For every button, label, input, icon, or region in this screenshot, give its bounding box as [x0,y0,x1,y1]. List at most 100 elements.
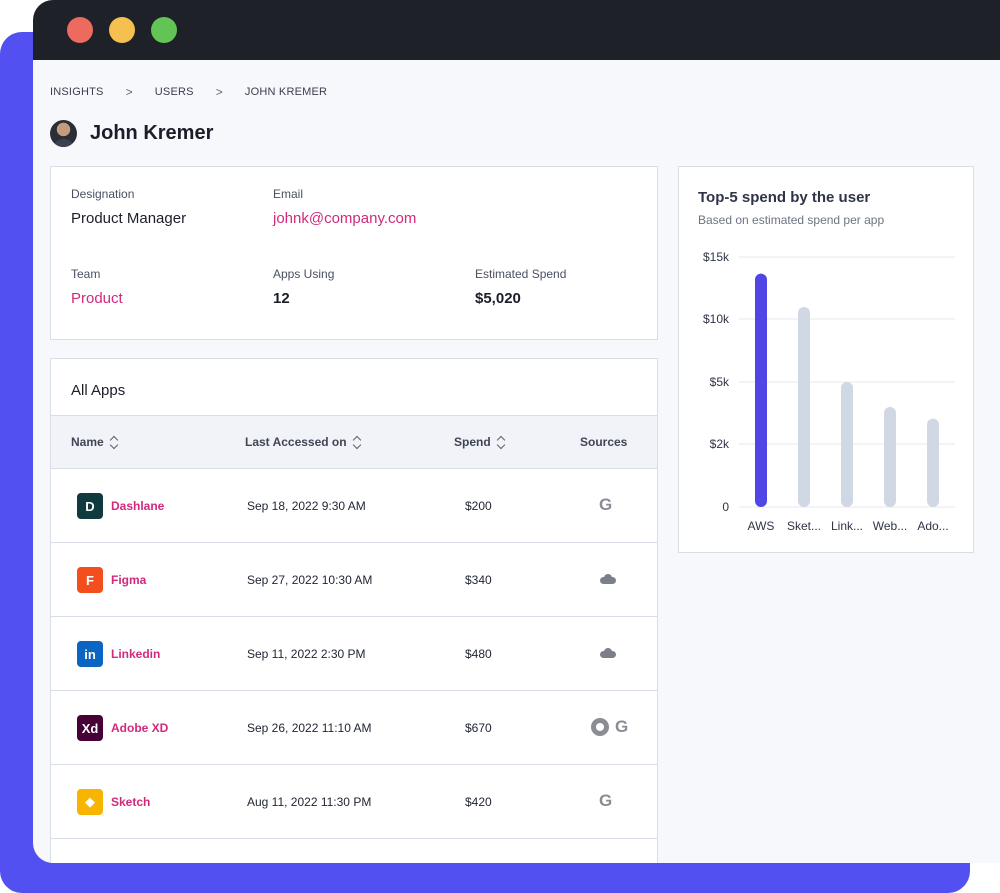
breadcrumb-users[interactable]: USERS [154,86,194,98]
app-cell[interactable]: F Figma [77,567,146,593]
breadcrumb-separator: > [215,85,223,99]
bar-sket[interactable] [798,307,810,507]
designation-field: Designation Product Manager [71,187,186,227]
maximize-window-button[interactable] [151,17,177,43]
app-window: INSIGHTS > USERS > JOHN KREMER John Krem… [33,0,1000,863]
column-name-label: Name [71,435,104,449]
app-name-link[interactable]: Sketch [111,795,151,809]
app-name-link[interactable]: Figma [111,573,147,587]
breadcrumb-insights[interactable]: INSIGHTS [50,86,104,98]
x-tick-label: Ado... [917,519,948,533]
app-logo-icon: Xd [77,715,103,741]
estimated-spend-value: $5,020 [475,290,521,307]
breadcrumb-current: JOHN KREMER [244,86,328,98]
y-tick-label: $15k [703,250,730,264]
bar-chart: 0 $2k $5k $10k $15k AWS Sket... Link... Web... Ad… [703,250,955,533]
chrome-icon [591,718,609,736]
page-title: John Kremer [90,122,214,144]
sources-cell [599,643,617,658]
team-link[interactable]: Product [71,290,123,307]
app-logo-icon: in [77,641,103,667]
estimated-spend-label: Estimated Spend [475,267,567,281]
x-tick-label: Link... [831,519,863,533]
spend-cell: $420 [465,795,492,809]
spend-cell: $480 [465,647,492,661]
last-accessed-cell: Aug 11, 2022 11:30 PM [247,795,372,809]
all-apps-card: All Apps Name Last Accessed on Spend Sou… [50,358,658,863]
bar-web[interactable] [884,407,896,507]
sources-cell [599,569,617,584]
table-row[interactable]: in Linkedin Sep 11, 2022 2:30 PM $480 [51,617,657,691]
email-label: Email [273,187,304,201]
table-row[interactable]: D Dashlane Sep 18, 2022 9:30 AM $200 G [51,469,657,543]
column-name[interactable]: Name [71,435,118,449]
last-accessed-cell: Sep 26, 2022 11:10 AM [247,721,372,735]
google-icon: G [615,717,629,736]
y-tick-label: $5k [710,375,730,389]
spend-cell: $200 [465,499,492,513]
y-tick-label: $10k [703,312,730,326]
x-tick-label: AWS [748,519,775,533]
apps-using-label: Apps Using [273,267,335,281]
sort-icon [110,436,118,448]
app-logo-icon: ◆ [77,789,103,815]
table-row[interactable]: Xd Adobe XD Sep 26, 2022 11:10 AM $670 G [51,691,657,765]
last-accessed-cell: Sep 27, 2022 10:30 AM [247,573,373,587]
app-cell[interactable]: D Dashlane [77,493,164,519]
column-last-accessed-label: Last Accessed on [245,435,347,449]
cloud-upload-icon [599,648,617,658]
sort-icon [353,436,361,448]
google-icon: G [599,791,613,810]
sources-cell: G [591,717,628,737]
app-cell[interactable]: in Linkedin [77,641,160,667]
column-spend[interactable]: Spend [454,435,505,449]
app-logo-icon: F [77,567,103,593]
chart-subtitle: Based on estimated spend per app [698,213,885,227]
designation-label: Designation [71,187,135,201]
app-logo-icon: D [77,493,103,519]
close-window-button[interactable] [67,17,93,43]
table-header: Name Last Accessed on Spend Sources [51,415,657,469]
spend-cell: $340 [465,573,492,587]
designation-value: Product Manager [71,210,187,227]
x-tick-label: Sket... [787,519,821,533]
breadcrumb-separator: > [125,85,133,99]
profile-card: Designation Product Manager Email johnk@… [50,166,658,340]
bar-ado[interactable] [927,418,939,507]
email-link[interactable]: johnk@company.com [273,210,417,227]
all-apps-title: All Apps [71,382,126,399]
email-field: Email johnk@company.com [273,187,416,227]
app-name-link[interactable]: Adobe XD [111,721,169,735]
google-icon: G [599,495,613,514]
avatar [50,120,77,147]
column-last-accessed[interactable]: Last Accessed on [245,435,361,449]
apps-using-value: 12 [273,290,290,307]
team-field: Team Product [71,267,123,307]
column-sources: Sources [580,435,627,449]
chart-title: Top-5 spend by the user [698,189,871,206]
table-row[interactable]: F Figma Sep 27, 2022 10:30 AM $340 [51,543,657,617]
x-tick-label: Web... [873,519,907,533]
cloud-upload-icon [599,574,617,584]
y-tick-label: $2k [710,437,730,451]
estimated-spend-field: Estimated Spend $5,020 [475,267,566,307]
app-cell[interactable]: ◆ Sketch [77,789,150,815]
table-row[interactable]: ◆ Sketch Aug 11, 2022 11:30 PM $420 G [51,765,657,839]
team-label: Team [71,267,101,281]
app-cell[interactable]: Xd Adobe XD [77,715,168,741]
top-spend-chart-card: Top-5 spend by the user Based on estimat… [678,166,974,553]
spend-cell: $670 [465,721,492,735]
app-name-link[interactable]: Dashlane [111,499,165,513]
last-accessed-cell: Sep 11, 2022 2:30 PM [247,647,366,661]
y-tick-label: 0 [722,500,729,514]
apps-using-field: Apps Using 12 [273,267,334,307]
window-titlebar [33,0,1000,60]
bar-link[interactable] [841,382,853,507]
user-header: John Kremer [50,120,213,147]
sources-cell: G [599,791,612,811]
column-sources-label: Sources [580,435,628,449]
breadcrumb: INSIGHTS > USERS > JOHN KREMER [50,85,327,99]
minimize-window-button[interactable] [109,17,135,43]
app-name-link[interactable]: Linkedin [111,647,161,661]
bar-aws[interactable] [755,273,767,507]
